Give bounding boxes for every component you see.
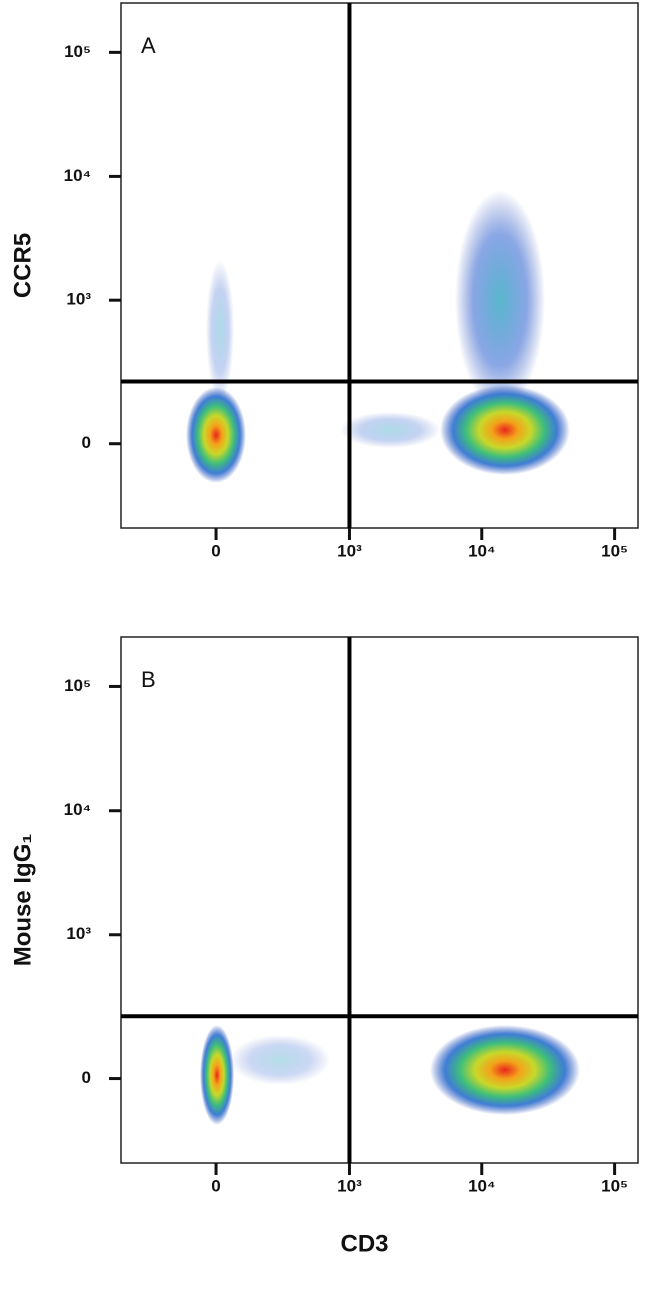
x-tick-label: 10⁵ <box>601 1176 628 1195</box>
x-tick-label: 10³ <box>337 541 362 560</box>
y-axis-title: Mouse IgG₁ <box>9 834 36 967</box>
x-tick-label: 10⁴ <box>468 1176 495 1195</box>
x-tick-label: 10³ <box>337 1176 362 1195</box>
x-tick-label: 0 <box>211 1176 220 1195</box>
x-axis-title: CD3 <box>340 1230 388 1257</box>
y-tick-label: 10³ <box>66 290 91 309</box>
x-tick-label: 0 <box>211 541 220 560</box>
x-tick-label: 10⁴ <box>468 541 495 560</box>
y-axis-title: CCR5 <box>9 233 36 298</box>
panel-label: A <box>141 33 156 58</box>
y-tick-label: 0 <box>82 433 91 452</box>
x-tick-label: 10⁵ <box>601 541 628 560</box>
y-tick-label: 10³ <box>66 924 91 943</box>
density-clouds <box>186 190 580 1125</box>
panel-label: B <box>141 667 156 692</box>
y-tick-label: 10⁵ <box>64 42 91 61</box>
y-tick-label: 10⁵ <box>64 676 91 695</box>
y-tick-label: 10⁴ <box>64 166 91 185</box>
y-tick-label: 10⁴ <box>64 800 91 819</box>
y-tick-label: 0 <box>82 1068 91 1087</box>
plot-frame <box>120 2 639 529</box>
plot-frame <box>120 636 639 1164</box>
